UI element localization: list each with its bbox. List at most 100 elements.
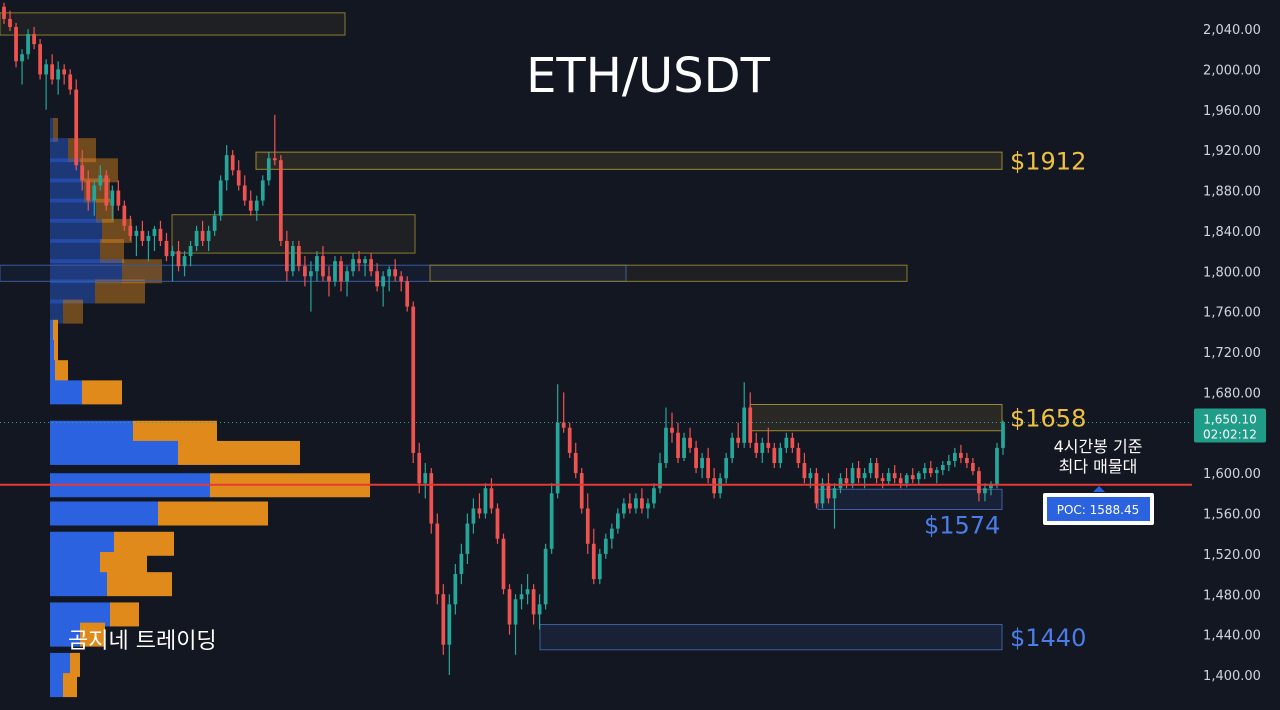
candle-body: [447, 604, 452, 645]
candle-body: [140, 230, 145, 241]
candle-body: [483, 488, 488, 514]
volume-profile-sell-bar: [54, 340, 58, 364]
candle-body: [694, 447, 698, 469]
price-zone-box: [817, 488, 1003, 510]
candle-body: [790, 437, 795, 448]
candle-body: [363, 259, 367, 264]
candle-body: [158, 228, 163, 241]
candle-body: [116, 190, 121, 206]
candlestick-series: [2, 2, 1005, 675]
candle-body: [92, 185, 97, 201]
y-axis-tick-label: 1,800.00: [1203, 265, 1261, 280]
candle-body: [640, 498, 644, 509]
candle-body: [369, 259, 373, 272]
volume-profile-buy-bar: [50, 138, 68, 163]
volume-profile-sell-bar: [158, 501, 268, 526]
candle-body: [983, 488, 987, 494]
candle-body: [940, 465, 945, 471]
candle-body: [597, 553, 602, 580]
historical-zone-box: [429, 264, 908, 282]
y-axis-tick-label: 1,480.00: [1203, 588, 1261, 603]
candle-body: [971, 463, 975, 472]
volume-profile-sell-bar: [55, 360, 68, 385]
candle-body: [393, 269, 398, 277]
candle-body: [182, 256, 187, 267]
candle-body: [965, 457, 969, 464]
candle-body: [670, 427, 674, 433]
candle-body: [429, 473, 434, 524]
volume-profile: [50, 117, 370, 698]
candle-body: [56, 69, 61, 80]
candle-body: [236, 170, 241, 186]
candle-body: [507, 589, 512, 625]
zone-price-label: $1574: [924, 511, 1000, 539]
candle-body: [772, 447, 777, 464]
candle-body: [621, 503, 626, 514]
candle-body: [495, 508, 500, 539]
y-axis-tick-label: 2,040.00: [1203, 23, 1261, 38]
candle-body: [766, 442, 771, 448]
candle-body: [760, 442, 765, 453]
candle-body: [658, 463, 662, 489]
candle-body: [826, 483, 831, 499]
candle-body: [266, 158, 271, 181]
volume-profile-buy-bar: [50, 218, 102, 243]
volume-profile-sell-bar: [133, 420, 217, 445]
candle-body: [230, 155, 235, 171]
zone-price-label: $1658: [1010, 405, 1086, 433]
candle-body: [399, 276, 404, 282]
annotation-text: 4시간봉 기준: [1054, 437, 1143, 456]
candle-body: [351, 259, 355, 272]
candle-body: [315, 256, 319, 272]
candle-body: [381, 276, 386, 287]
candle-body: [850, 468, 855, 484]
y-axis-tick-label: 1,840.00: [1203, 225, 1261, 240]
candle-body: [952, 452, 957, 462]
candle-body: [664, 427, 668, 464]
candle-body: [868, 463, 873, 474]
candle-body: [152, 228, 157, 236]
candle-body: [188, 246, 193, 257]
candle-body: [609, 528, 614, 539]
volume-profile-sell-bar: [100, 551, 147, 576]
volume-profile-buy-bar: [50, 239, 100, 264]
candle-body: [537, 604, 542, 615]
candle-body: [844, 478, 849, 484]
candle-body: [110, 190, 115, 206]
candle-body: [856, 468, 861, 479]
y-axis-tick-label: 1,400.00: [1203, 669, 1261, 684]
candle-body: [20, 54, 24, 62]
candle-body: [995, 447, 999, 486]
candle-body: [333, 261, 337, 282]
candle-body: [748, 407, 753, 443]
volume-profile-sell-bar: [102, 218, 132, 243]
volume-profile-buy-bar: [50, 420, 133, 445]
candle-body: [176, 251, 181, 267]
candle-body: [272, 158, 277, 161]
candle-body: [838, 478, 843, 489]
candle-body: [832, 488, 837, 499]
watermark-text: 곰지네 트레이딩: [68, 629, 217, 654]
candle-body: [874, 463, 879, 479]
candle-body: [435, 523, 440, 595]
candle-body: [615, 513, 620, 529]
zone-price-label: $1440: [1010, 624, 1086, 652]
candle-body: [646, 503, 650, 509]
candle-body: [634, 498, 638, 509]
candle-body: [591, 543, 596, 580]
candle-body: [808, 473, 813, 479]
candle-body: [820, 483, 825, 504]
y-axis-tick-label: 1,440.00: [1203, 629, 1261, 644]
y-axis-tick-label: 1,920.00: [1203, 144, 1261, 159]
volume-profile-buy-bar: [50, 551, 100, 576]
volume-profile-buy-bar: [50, 622, 80, 647]
candle-body: [898, 478, 903, 484]
volume-profile-buy-bar: [50, 279, 95, 304]
candle-body: [164, 240, 169, 257]
candle-body: [62, 69, 67, 75]
candle-body: [579, 473, 584, 509]
candle-body: [68, 74, 73, 90]
candle-body: [525, 589, 530, 595]
